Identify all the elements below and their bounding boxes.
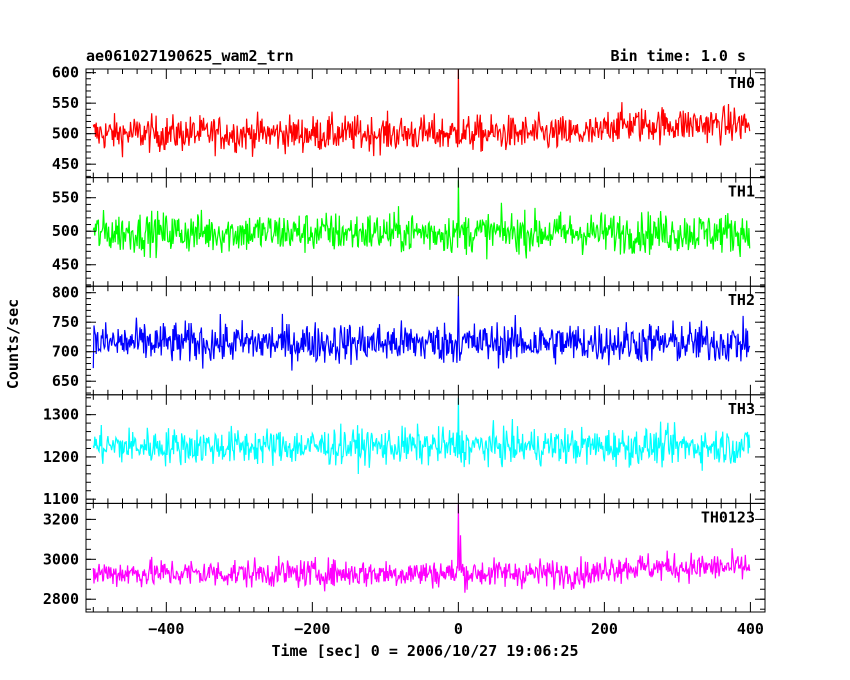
- y-tick-label: 3200: [43, 510, 79, 528]
- y-tick-label: 550: [52, 94, 79, 112]
- x-tick-label: 0: [454, 620, 463, 638]
- y-tick-label: 3000: [43, 550, 79, 568]
- y-tick-label: 1200: [43, 448, 79, 466]
- y-tick-label: 700: [52, 343, 79, 361]
- series-line-th1: [92, 180, 751, 260]
- chart-title: ae061027190625_wam2_trn: [86, 47, 294, 65]
- y-tick-label: 1100: [43, 490, 79, 508]
- series-line-th3: [92, 397, 751, 475]
- x-tick-label: 400: [737, 620, 764, 638]
- panel-frame: [85, 502, 766, 613]
- panel-th0123: 2800 3000 3200 TH0123: [43, 502, 766, 613]
- x-tick-label: 200: [591, 620, 618, 638]
- y-tick-label: 500: [52, 222, 79, 240]
- y-tick-label: 750: [52, 313, 79, 331]
- panel-th1: 450 500 550 TH1: [52, 177, 766, 287]
- panel-label: TH0123: [701, 508, 755, 526]
- panel-label: TH0: [728, 74, 755, 92]
- x-axis: −400 −200 0 200 400: [148, 620, 764, 638]
- y-tick-label: 550: [52, 189, 79, 207]
- panel-label: TH1: [728, 183, 755, 201]
- panel-th2: 650 700 750 800 TH2: [52, 284, 766, 396]
- y-tick-label: 450: [52, 256, 79, 274]
- y-tick-label: 1300: [43, 406, 79, 424]
- y-tick-label: 500: [52, 125, 79, 143]
- panel-label: TH2: [728, 291, 755, 309]
- y-tick-label: 450: [52, 155, 79, 173]
- bin-time-label: Bin time: 1.0 s: [611, 47, 746, 65]
- y-tick-label: 600: [52, 64, 79, 82]
- panels: 450 500 550 600 TH0 450 500 550 TH1 650 700 750 800 T…: [43, 64, 766, 613]
- y-tick-label: 650: [52, 372, 79, 390]
- y-tick-label: 800: [52, 284, 79, 302]
- x-tick-label: −200: [294, 620, 330, 638]
- x-axis-label: Time [sec] 0 = 2006/10/27 19:06:25: [271, 642, 578, 660]
- panel-th0: 450 500 550 600 TH0: [52, 64, 766, 179]
- x-tick-label: −400: [148, 620, 184, 638]
- y-axis-label: Counts/sec: [4, 299, 22, 389]
- series-line-th0123: [92, 504, 751, 593]
- panel-th3: 1100 1200 1300 TH3: [43, 394, 766, 508]
- series-line-th0: [92, 69, 751, 158]
- series-line-th2: [92, 295, 751, 371]
- y-tick-label: 2800: [43, 590, 79, 608]
- panel-label: TH3: [728, 400, 755, 418]
